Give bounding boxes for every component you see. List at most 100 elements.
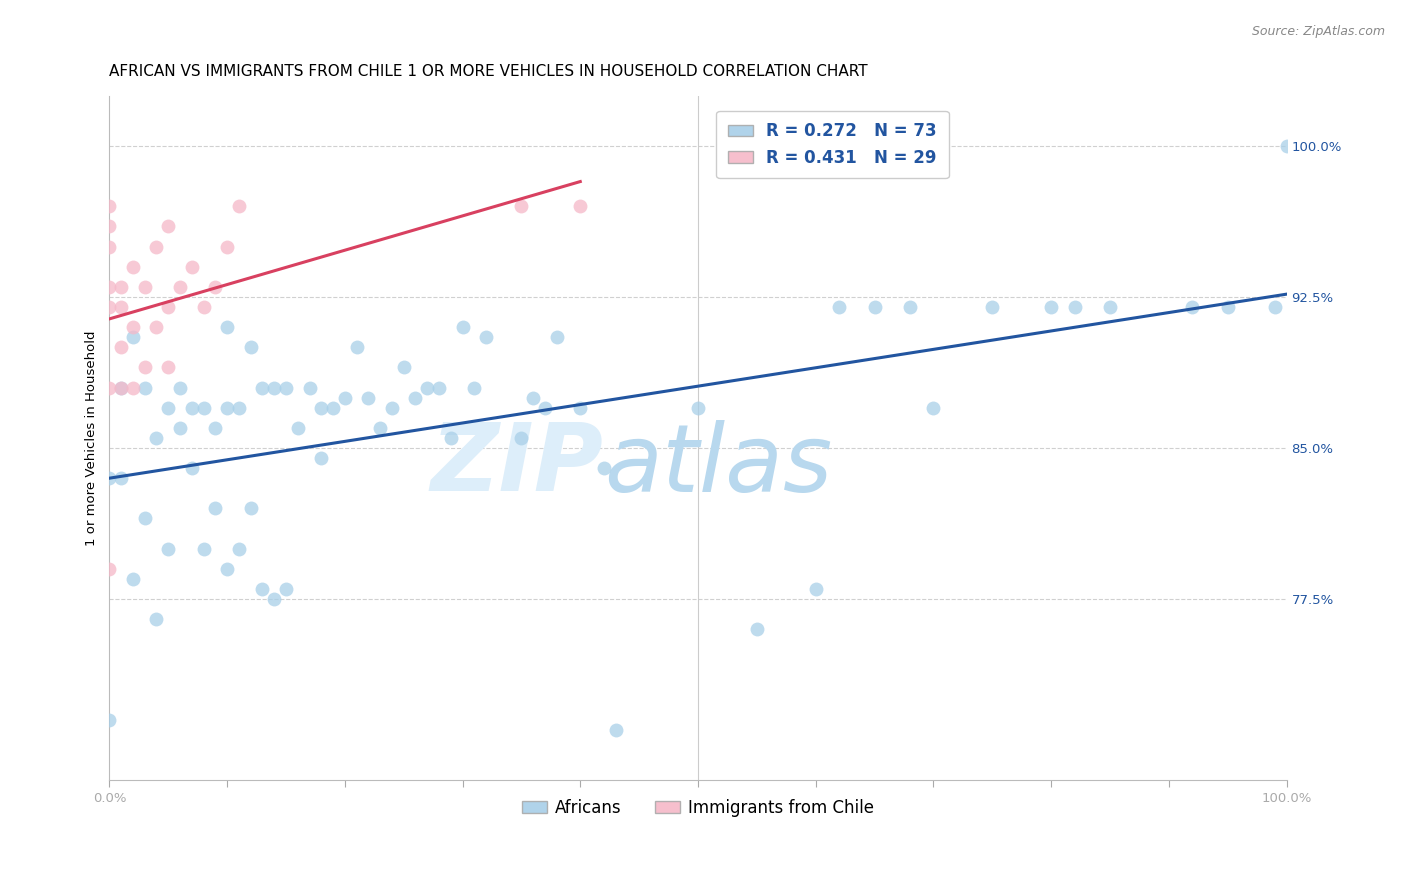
Point — [98, 300, 121, 314]
Point — [922, 401, 945, 415]
Point — [98, 280, 121, 294]
Point — [322, 401, 344, 415]
Point — [392, 360, 415, 375]
Point — [592, 461, 614, 475]
Point — [122, 330, 145, 344]
Point — [98, 199, 121, 213]
Point — [180, 260, 202, 274]
Point — [157, 541, 180, 556]
Point — [228, 541, 250, 556]
Point — [346, 340, 368, 354]
Point — [298, 380, 321, 394]
Legend: Africans, Immigrants from Chile: Africans, Immigrants from Chile — [515, 792, 882, 823]
Point — [193, 541, 215, 556]
Point — [110, 340, 132, 354]
Point — [239, 340, 262, 354]
Point — [169, 421, 191, 435]
Point — [217, 401, 239, 415]
Point — [98, 380, 121, 394]
Point — [440, 431, 463, 445]
Point — [510, 431, 533, 445]
Point — [263, 380, 285, 394]
Point — [427, 380, 450, 394]
Point — [510, 199, 533, 213]
Point — [145, 612, 167, 626]
Point — [169, 280, 191, 294]
Point — [1181, 300, 1204, 314]
Point — [981, 300, 1004, 314]
Point — [98, 562, 121, 576]
Point — [122, 260, 145, 274]
Point — [145, 239, 167, 253]
Point — [546, 330, 568, 344]
Point — [287, 421, 309, 435]
Point — [180, 461, 202, 475]
Point — [193, 401, 215, 415]
Point — [217, 320, 239, 334]
Point — [157, 401, 180, 415]
Point — [239, 501, 262, 516]
Point — [357, 391, 380, 405]
Point — [311, 451, 333, 466]
Point — [274, 380, 297, 394]
Point — [122, 380, 145, 394]
Point — [110, 300, 132, 314]
Point — [110, 380, 132, 394]
Point — [122, 320, 145, 334]
Point — [311, 401, 333, 415]
Point — [110, 280, 132, 294]
Point — [98, 471, 121, 485]
Point — [134, 380, 156, 394]
Point — [1040, 300, 1063, 314]
Point — [145, 320, 167, 334]
Point — [804, 582, 827, 596]
Point — [169, 380, 191, 394]
Point — [381, 401, 404, 415]
Point — [228, 401, 250, 415]
Point — [217, 562, 239, 576]
Point — [569, 199, 592, 213]
Point — [605, 723, 627, 737]
Point — [745, 622, 768, 636]
Point — [157, 300, 180, 314]
Point — [451, 320, 474, 334]
Point — [404, 391, 426, 405]
Point — [368, 421, 391, 435]
Point — [898, 300, 921, 314]
Point — [274, 582, 297, 596]
Point — [263, 592, 285, 607]
Point — [828, 300, 851, 314]
Point — [204, 421, 226, 435]
Point — [122, 572, 145, 586]
Point — [252, 380, 274, 394]
Point — [193, 300, 215, 314]
Point — [110, 380, 132, 394]
Point — [1264, 300, 1286, 314]
Point — [204, 501, 226, 516]
Point — [228, 199, 250, 213]
Point — [134, 280, 156, 294]
Point — [534, 401, 557, 415]
Point — [180, 401, 202, 415]
Text: ZIP: ZIP — [430, 419, 603, 511]
Y-axis label: 1 or more Vehicles in Household: 1 or more Vehicles in Household — [86, 330, 98, 546]
Text: Source: ZipAtlas.com: Source: ZipAtlas.com — [1251, 25, 1385, 38]
Point — [217, 239, 239, 253]
Point — [134, 511, 156, 525]
Point — [475, 330, 498, 344]
Text: atlas: atlas — [603, 420, 832, 511]
Point — [157, 219, 180, 234]
Point — [463, 380, 485, 394]
Point — [1098, 300, 1121, 314]
Point — [98, 219, 121, 234]
Point — [204, 280, 226, 294]
Point — [1275, 139, 1298, 153]
Point — [522, 391, 544, 405]
Point — [252, 582, 274, 596]
Point — [1216, 300, 1239, 314]
Point — [98, 239, 121, 253]
Point — [1063, 300, 1085, 314]
Text: AFRICAN VS IMMIGRANTS FROM CHILE 1 OR MORE VEHICLES IN HOUSEHOLD CORRELATION CHA: AFRICAN VS IMMIGRANTS FROM CHILE 1 OR MO… — [110, 64, 868, 79]
Point — [110, 471, 132, 485]
Point — [416, 380, 439, 394]
